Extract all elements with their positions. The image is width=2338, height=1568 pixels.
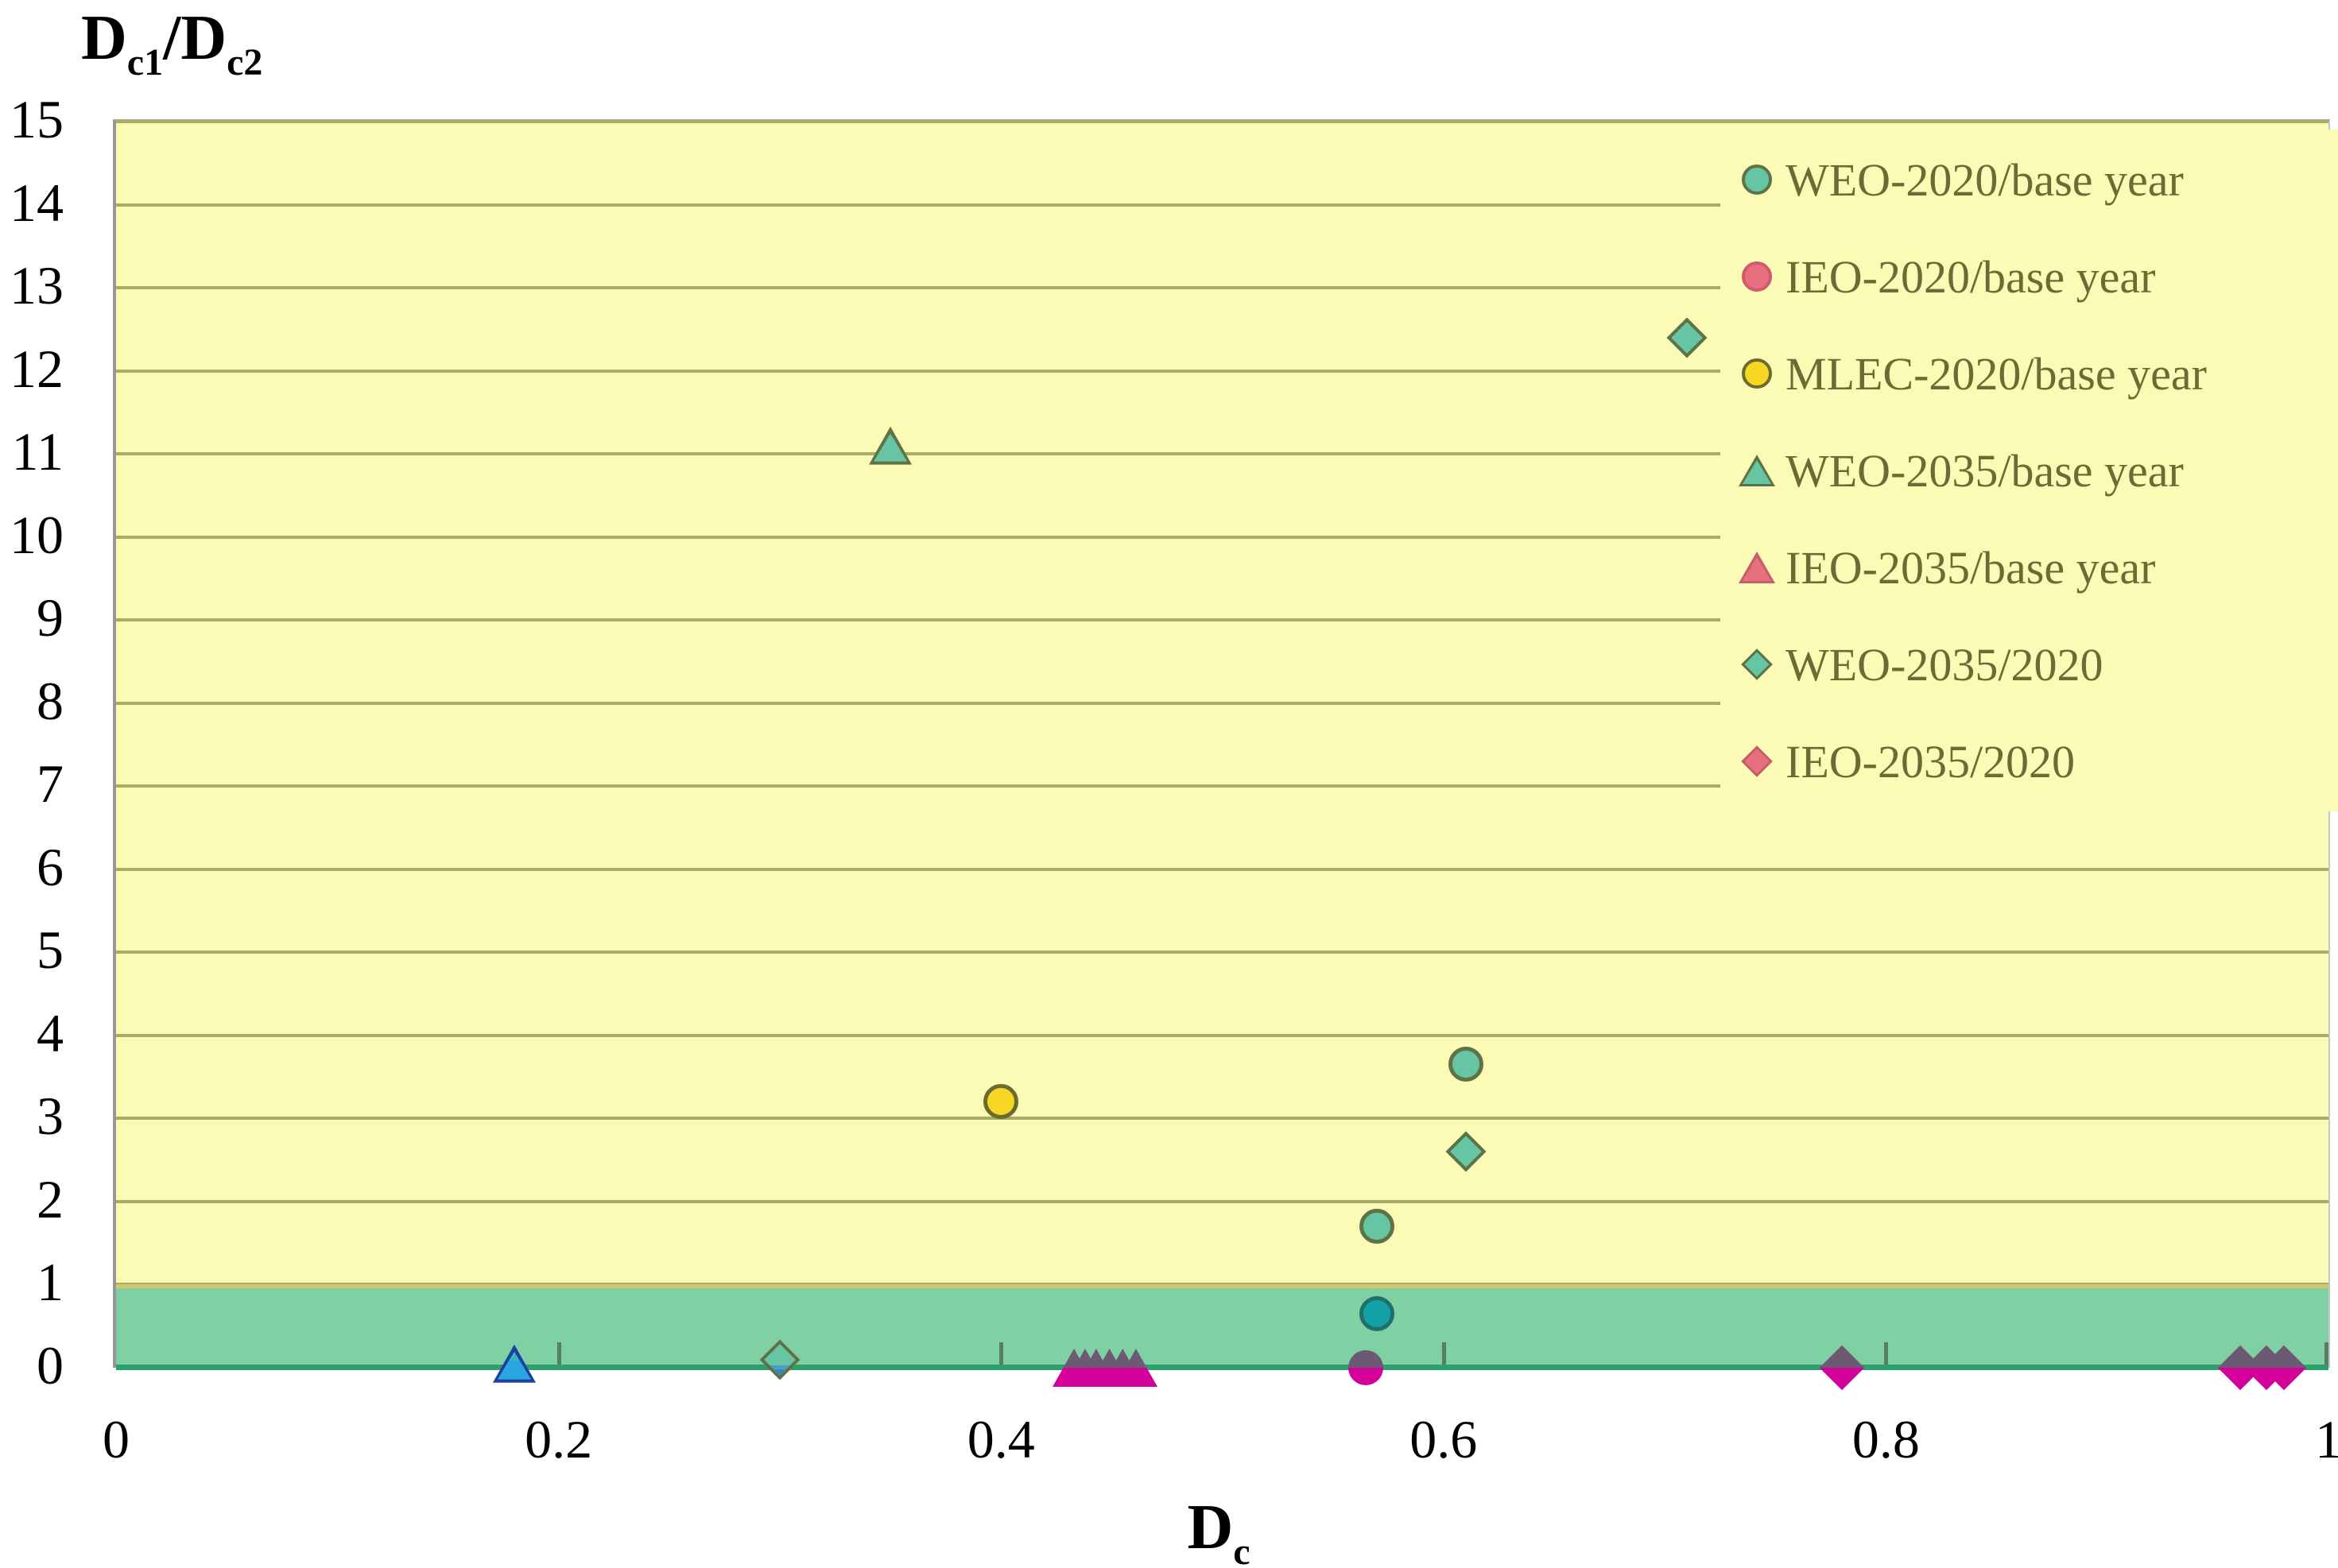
marker-weo-2020-base-year-1	[1359, 1209, 1395, 1245]
legend-label-5: WEO-2035/2020	[1785, 638, 2103, 691]
legend-label-3: WEO-2035/base year	[1785, 444, 2184, 497]
x-tick-label-0.6: 0.6	[1409, 1409, 1478, 1469]
gridline-y-7	[116, 784, 2328, 788]
legend-label-0: WEO-2020/base year	[1785, 153, 2184, 206]
legend-marker-fill-3	[1743, 460, 1771, 484]
y-title-base1: D	[81, 3, 127, 73]
x-tick-label-0.4: 0.4	[967, 1409, 1035, 1469]
marker-mlec-2020-base-year-0	[983, 1084, 1019, 1120]
marker-weo-2035-base-year-0	[869, 426, 913, 465]
y-tick-label-2: 2	[37, 1168, 64, 1229]
legend-marker-1	[1742, 261, 1772, 292]
gridline-y-6	[116, 867, 2328, 871]
chart-legend: WEO-2020/base year IEO-2020/base year MLEC…	[1720, 130, 2338, 811]
y-tick-label-15: 15	[10, 89, 64, 149]
legend-item-6: IEO-2035/2020	[1720, 713, 2338, 810]
x-tick-label-0: 0	[103, 1409, 130, 1469]
y-title-sub1: c1	[126, 41, 164, 83]
gridline-y-15	[116, 120, 2328, 123]
x-tick-mark-0.6	[1441, 1342, 1446, 1365]
y-tick-label-0: 0	[37, 1335, 64, 1396]
y-tick-label-7: 7	[37, 753, 64, 815]
gridline-y-12	[116, 369, 2328, 373]
legend-item-5: WEO-2035/2020	[1720, 616, 2338, 713]
legend-marker-fill-4	[1743, 557, 1771, 581]
y-title-slash: /	[163, 3, 181, 73]
x-title-base: D	[1187, 1493, 1234, 1562]
y-tick-label-6: 6	[37, 836, 64, 897]
gridline-y-10	[116, 535, 2328, 539]
legend-label-1: IEO-2020/base year	[1785, 250, 2156, 303]
legend-swatch-circle-icon	[1731, 348, 1782, 399]
y-tick-label-5: 5	[37, 920, 64, 981]
legend-marker-5	[1741, 648, 1773, 680]
legend-item-3: WEO-2035/base year	[1720, 422, 2338, 519]
gridline-y-11	[116, 452, 2328, 456]
legend-marker-6	[1741, 745, 1773, 777]
marker-weo-2020-base-year-2	[1359, 1296, 1395, 1332]
y-tick-label-11: 11	[11, 421, 64, 482]
x-tick-label-0.2: 0.2	[525, 1409, 593, 1469]
marker-weo-2035-base-year-0-fill	[874, 433, 908, 462]
marker-weo-2035-2020-1	[1445, 1131, 1487, 1172]
legend-marker-4	[1739, 552, 1775, 583]
gridline-y-8	[116, 701, 2328, 705]
legend-swatch-diamond-icon	[1731, 736, 1782, 787]
x-tick-mark-0.2	[556, 1342, 561, 1365]
legend-item-1: IEO-2020/base year	[1720, 228, 2338, 325]
y-tick-label-10: 10	[10, 504, 64, 565]
y-title-base2: D	[180, 3, 227, 73]
gridline-y-5	[116, 950, 2328, 954]
y-tick-label-13: 13	[10, 255, 64, 316]
y-tick-label-4: 4	[37, 1002, 64, 1063]
legend-swatch-triangle-icon	[1731, 542, 1782, 593]
x-axis-baseline	[116, 1365, 2328, 1370]
y-tick-label-9: 9	[37, 587, 64, 648]
gridline-y-3	[116, 1117, 2328, 1121]
legend-swatch-diamond-icon	[1731, 639, 1782, 690]
legend-marker-3	[1739, 455, 1775, 486]
y-tick-label-8: 8	[37, 670, 64, 731]
legend-label-4: IEO-2035/base year	[1785, 541, 2156, 594]
gridline-y-4	[116, 1033, 2328, 1037]
green-band-region	[116, 1284, 2328, 1368]
x-tick-mark-0.4	[999, 1342, 1004, 1365]
legend-item-0: WEO-2020/base year	[1720, 131, 2338, 228]
legend-swatch-circle-icon	[1731, 251, 1782, 302]
marker-weo-2020-base-year-0	[1448, 1047, 1483, 1082]
x-tick-label-1: 1	[2315, 1409, 2338, 1469]
legend-label-2: MLEC-2020/base year	[1785, 347, 2207, 400]
legend-marker-0	[1742, 165, 1772, 195]
y-tick-label-14: 14	[10, 172, 64, 233]
gridline-y-13	[116, 286, 2328, 290]
marker-weo-2035-2020-0	[1666, 317, 1708, 358]
legend-label-6: IEO-2035/2020	[1785, 735, 2076, 788]
y-axis-title: Dc1/Dc2	[81, 6, 262, 82]
x-title-sub: c	[1233, 1531, 1250, 1568]
y-tick-label-1: 1	[37, 1252, 64, 1313]
marker-ieo-2020-base-year-0	[1348, 1350, 1384, 1385]
legend-swatch-triangle-icon	[1731, 445, 1782, 496]
gridline-y-2	[116, 1199, 2328, 1203]
x-tick-label-0.8: 0.8	[1851, 1409, 1920, 1469]
y-tick-label-12: 12	[10, 338, 64, 399]
legend-swatch-circle-icon	[1731, 154, 1782, 205]
gridline-y-14	[116, 203, 2328, 207]
legend-item-2: MLEC-2020/base year	[1720, 325, 2338, 422]
y-tick-label-3: 3	[37, 1086, 64, 1147]
y-title-sub2: c2	[227, 41, 263, 83]
legend-marker-2	[1742, 358, 1772, 389]
x-axis-title: Dc	[1187, 1496, 1250, 1568]
plot-area: WEO-2020/base year IEO-2020/base year MLEC…	[113, 119, 2338, 1391]
x-tick-mark-1	[2324, 1342, 2328, 1365]
x-tick-mark-0.8	[1884, 1342, 1889, 1365]
legend-item-4: IEO-2035/base year	[1720, 519, 2338, 616]
gridline-y-9	[116, 618, 2328, 622]
